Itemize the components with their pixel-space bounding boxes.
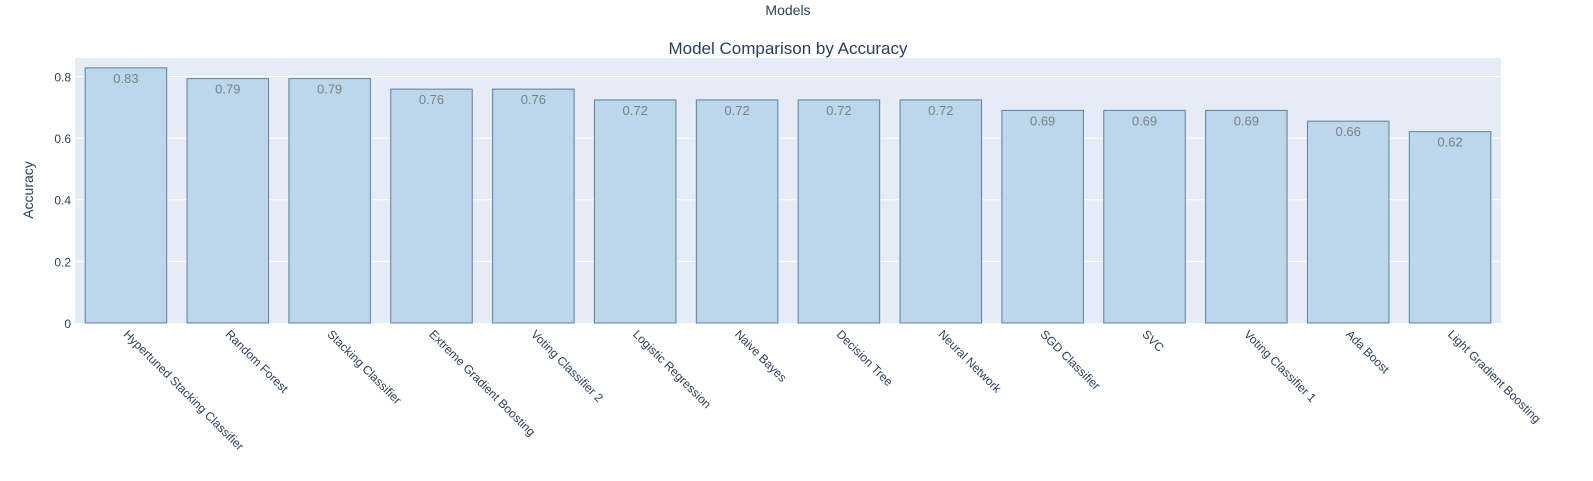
bar-value-label: 0.72	[826, 103, 851, 118]
bar-value-label: 0.72	[623, 103, 648, 118]
bar[interactable]	[492, 88, 575, 324]
x-tick-label: SGD Classifier	[1038, 327, 1104, 393]
bar[interactable]	[1306, 120, 1390, 324]
bar-value-label: 0.62	[1437, 135, 1462, 150]
x-tick-label: Neural Network	[936, 327, 1005, 396]
bars-group: 0.83 0.79 0.79 0.76 0.76 0.72 0.72 0.72 0.72 0.69…	[84, 67, 1492, 324]
y-tick-label: 0	[64, 317, 71, 331]
bar[interactable]	[84, 67, 168, 324]
y-axis-ticks: 0 0.2 0.4 0.6 0.8	[54, 70, 71, 331]
bar-value-label: 0.72	[724, 103, 749, 118]
bar[interactable]	[1001, 109, 1084, 324]
y-tick-label: 0.4	[54, 194, 71, 208]
bar-value-label: 0.76	[419, 92, 444, 107]
bar[interactable]	[797, 99, 881, 324]
bar[interactable]	[390, 88, 473, 324]
chart-title: Model Comparison by Accuracy	[668, 39, 908, 58]
y-tick-label: 0.8	[54, 70, 71, 84]
bar-value-label: 0.69	[1234, 113, 1259, 128]
bar-value-label: 0.79	[215, 82, 240, 97]
bar-value-label: 0.79	[317, 82, 342, 97]
y-axis-label: Accuracy	[20, 161, 36, 219]
x-tick-label: Logistic Regression	[630, 327, 714, 411]
x-tick-label: Decision Tree	[834, 327, 896, 389]
x-tick-label: Extreme Gradient Boosting	[426, 327, 538, 439]
x-tick-label: Stacking Classifier	[325, 327, 405, 407]
bar[interactable]	[1408, 131, 1492, 324]
bar[interactable]	[593, 99, 677, 324]
top-axis-label: Models	[765, 2, 810, 18]
bar[interactable]	[186, 78, 270, 324]
bar[interactable]	[288, 78, 371, 324]
bar[interactable]	[695, 99, 779, 324]
bar-value-label: 0.69	[1030, 113, 1055, 128]
y-tick-label: 0.6	[54, 132, 71, 146]
x-tick-label: Voting Classifier 1	[1241, 327, 1319, 405]
bar-value-label: 0.72	[928, 103, 953, 118]
x-tick-label: SVC	[1139, 327, 1167, 355]
x-tick-label: Naive Bayes	[732, 327, 790, 385]
bar[interactable]	[1103, 109, 1186, 324]
bar-value-label: 0.69	[1132, 113, 1157, 128]
x-tick-label: Random Forest	[223, 327, 292, 396]
x-tick-label: Light Gradient Boosting	[1445, 327, 1544, 426]
bar-value-label: 0.76	[521, 92, 546, 107]
x-tick-label: Voting Classifier 2	[528, 327, 606, 405]
bar[interactable]	[899, 99, 983, 324]
bar-value-label: 0.83	[113, 71, 138, 86]
x-tick-label: Hypertuned Stacking Classifier	[121, 327, 247, 453]
x-tick-label: Ada Boost	[1343, 327, 1393, 377]
y-tick-label: 0.2	[54, 255, 71, 269]
bar-value-label: 0.66	[1336, 124, 1361, 139]
bar[interactable]	[1205, 109, 1288, 324]
